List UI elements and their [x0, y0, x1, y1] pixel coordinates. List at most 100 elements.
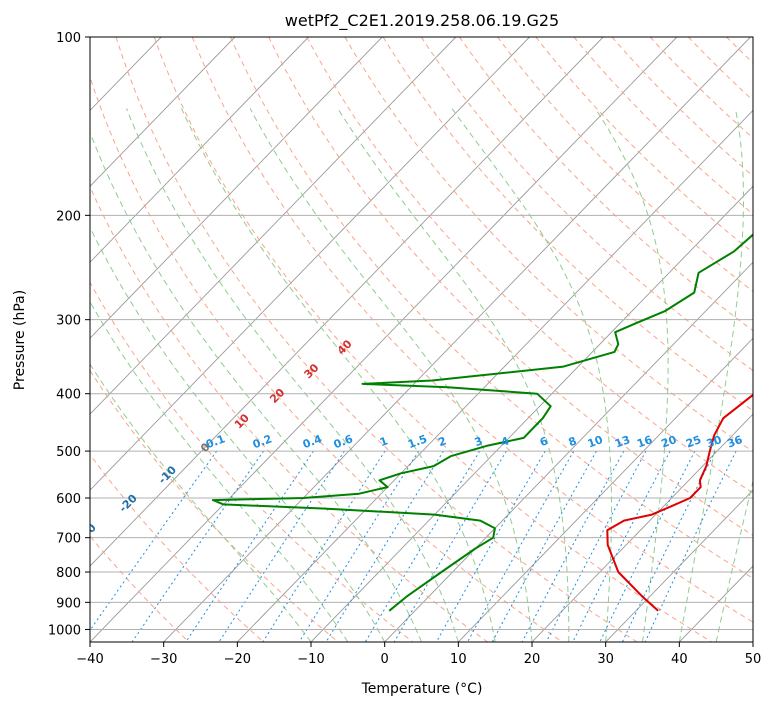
mixing-ratio-label: 36	[725, 433, 744, 451]
mixing-ratio-label: 6	[538, 434, 550, 449]
moist-adiabat-line	[181, 108, 496, 642]
dry-adiabat-line	[90, 75, 563, 642]
y-tick-label: 800	[56, 566, 81, 581]
isotherm-line	[605, 489, 753, 642]
mixing-ratio-line	[364, 450, 481, 642]
chart-title: wetPf2_C2E1.2019.258.06.19.G25	[285, 11, 559, 31]
isotherm-line	[90, 37, 236, 187]
dry-adiabat-line	[268, 37, 753, 536]
background-lines	[90, 37, 753, 642]
isotherm-line	[90, 37, 309, 263]
mixing-ratio-label: 0.6	[332, 432, 355, 451]
y-tick-label: 200	[56, 209, 81, 224]
mixing-ratio-line	[435, 450, 546, 642]
x-axis-ticks: −40 −30 −20 −10 0 10 20 30 40 50	[76, 642, 761, 667]
x-axis-label: Temperature (°C)	[361, 681, 483, 697]
y-tick-label: 100	[56, 31, 81, 46]
dry-adiabat-line	[115, 37, 638, 642]
dry-adiabat-line	[344, 37, 753, 453]
dry-adiabat-line	[306, 37, 753, 494]
isotherm-line	[384, 261, 753, 642]
x-tick-label: 10	[450, 652, 467, 667]
isotherm-line	[458, 337, 753, 642]
mixing-ratio-line	[621, 450, 716, 642]
y-tick-label: 700	[56, 532, 81, 547]
moist-adiabat-line	[249, 108, 533, 642]
mixing-ratio-label: 3	[473, 434, 485, 449]
mixing-ratio-label: 16	[635, 433, 654, 451]
mixing-ratio-label: 1.5	[406, 432, 429, 451]
dry-adiabat-line	[230, 37, 753, 579]
x-tick-label: −10	[297, 652, 324, 667]
dry-adiabat-line	[458, 37, 753, 332]
dry-adiabat-line	[191, 37, 753, 623]
sounding-profiles	[211, 233, 753, 612]
y-tick-label: 500	[56, 445, 81, 460]
isotherm-line	[90, 37, 383, 339]
x-tick-label: −40	[76, 652, 103, 667]
y-axis-label: Pressure (hPa)	[12, 290, 28, 390]
mixing-ratio-line	[298, 450, 420, 642]
dry-adiabat-line	[153, 37, 712, 642]
mixing-ratio-line	[599, 450, 696, 642]
mixing-ratio-line	[491, 450, 597, 642]
moist-adiabat-line	[126, 108, 459, 642]
mixing-ratio-line	[185, 450, 314, 642]
plot-frame	[89, 36, 754, 643]
moist-adiabat-line	[90, 130, 422, 642]
mixing-ratio-label: 1	[378, 434, 390, 449]
mixing-ratio-label: 30	[705, 433, 724, 451]
mixing-ratio-label: 0.2	[251, 432, 274, 451]
mixing-ratio-label: 8	[567, 434, 579, 449]
x-tick-label: 40	[671, 652, 688, 667]
dewpoint-profile	[211, 233, 753, 612]
mixing-ratio-label: 4	[499, 434, 511, 449]
moist-adiabat-line	[451, 108, 612, 642]
x-tick-label: 20	[524, 652, 541, 667]
isotherm-line	[90, 37, 457, 415]
mixing-ratio-line	[90, 450, 218, 632]
mixing-ratio-label: 0.4	[301, 432, 324, 451]
dry-adiabat-label: -30	[76, 521, 99, 544]
y-tick-label: 300	[56, 314, 81, 329]
moist-adiabat-line	[90, 300, 349, 642]
y-axis-ticks: 100 200 300 400 500 600 700 800 900 1000	[48, 31, 90, 638]
x-tick-label: 30	[597, 652, 614, 667]
isotherm-line	[531, 413, 753, 642]
x-tick-label: 50	[745, 652, 762, 667]
x-tick-label: −20	[224, 652, 251, 667]
mixing-ratio-line	[325, 450, 444, 642]
moist-adiabat-line	[678, 108, 744, 642]
mixing-ratio-line	[393, 450, 507, 642]
y-tick-label: 600	[56, 492, 81, 507]
temperature-profile	[606, 393, 753, 612]
moist-adiabat-line	[337, 108, 570, 642]
isotherm-line	[90, 37, 678, 642]
y-tick-label: 1000	[48, 623, 81, 638]
moist-adiabat-line	[90, 226, 386, 642]
dry-adiabat-line	[573, 37, 753, 215]
mixing-ratio-label: 2	[436, 434, 448, 449]
mixing-ratio-label: 20	[659, 433, 678, 451]
y-tick-label: 900	[56, 596, 81, 611]
mixing-ratio-label: 13	[613, 433, 632, 450]
mixing-ratio-line	[467, 450, 575, 642]
isobar-grid	[90, 37, 753, 630]
y-tick-label: 400	[56, 388, 81, 403]
moist-adiabat-line	[90, 363, 312, 642]
mixing-ratio-label: 25	[684, 433, 703, 450]
isotherm-line	[237, 109, 753, 642]
moist-adiabat-line	[715, 479, 753, 642]
dry-adiabat-line	[90, 281, 414, 642]
x-tick-label: 0	[381, 652, 389, 667]
mixing-ratio-line	[218, 450, 345, 642]
mixing-ratio-line	[644, 450, 737, 642]
mixing-ratio-label: 10	[586, 433, 605, 451]
isotherm-line	[90, 37, 530, 491]
isotherm-line	[90, 37, 604, 567]
isotherm-line	[163, 37, 751, 642]
mixing-ratio-label: 0.1	[204, 432, 227, 451]
dry-adiabat-line	[90, 185, 488, 642]
